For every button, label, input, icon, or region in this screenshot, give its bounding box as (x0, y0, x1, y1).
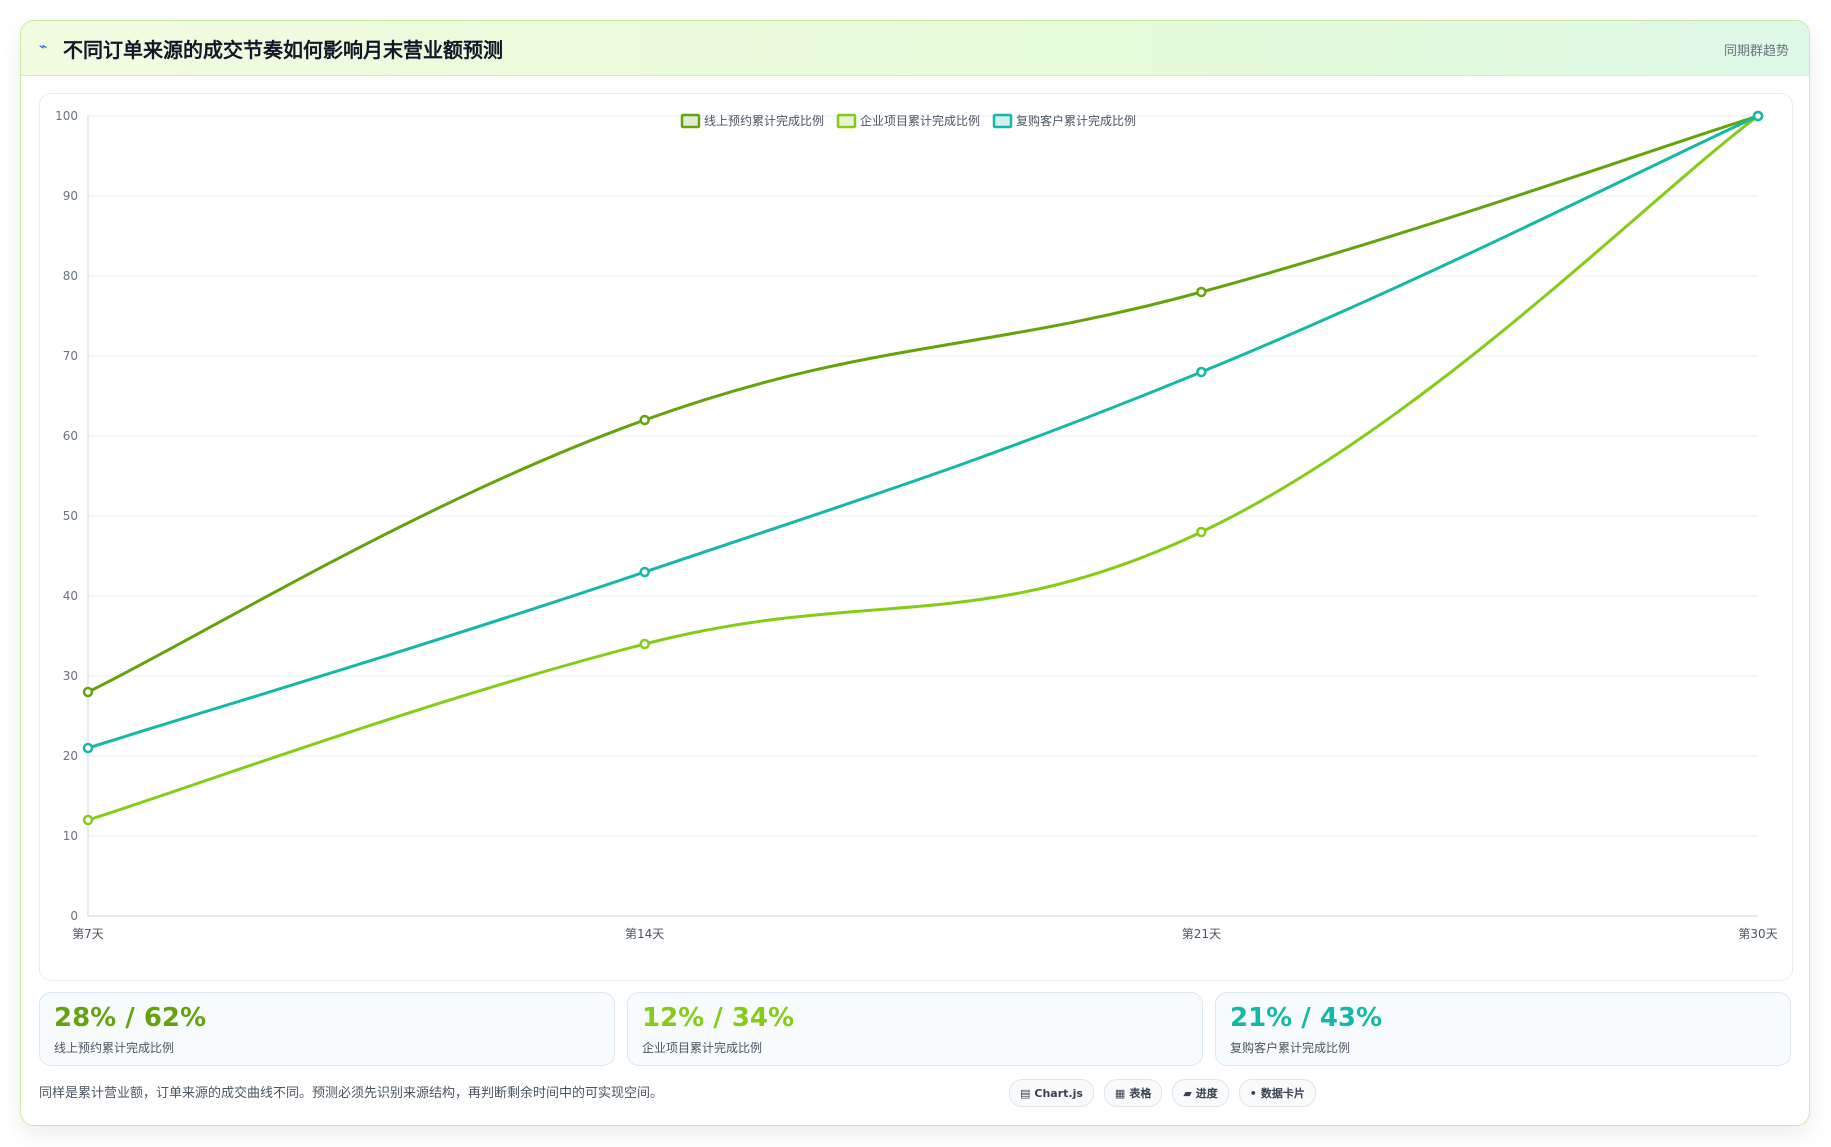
legend-swatch (680, 113, 701, 129)
data-point (82, 686, 94, 698)
card-header: ⌁ 不同订单来源的成交节奏如何影响月末营业额预测 同期群趋势 (21, 21, 1809, 76)
stat-value: 12% / 34% (642, 1003, 795, 1033)
legend-swatch (992, 113, 1013, 129)
sparkle-icon: ⌁ (39, 39, 48, 55)
y-tick-label: 40 (63, 589, 78, 603)
series-line-3 (87, 114, 1759, 750)
y-tick-label: 0 (70, 909, 78, 923)
badge-data-card[interactable]: • 数据卡片 (1238, 1079, 1316, 1107)
badge-table[interactable]: ▦ 表格 (1103, 1079, 1163, 1107)
header-subtitle: 同期群趋势 (1723, 44, 1789, 59)
badge-row: ▤ Chart.js ▦ 表格 ▰ 进度 • 数据卡片 (1009, 1079, 1316, 1107)
y-tick-label: 90 (63, 189, 78, 203)
stat-label: 企业项目累计完成比例 (642, 1041, 763, 1055)
badge-label: Chart.js (1034, 1086, 1083, 1100)
legend-label: 线上预约累计完成比例 (704, 113, 824, 128)
legend-label: 复购客户累计完成比例 (1016, 113, 1136, 128)
data-point (639, 566, 650, 578)
chart-icon: ▤ (1020, 1086, 1031, 1100)
data-point (639, 414, 650, 426)
badge-label: 进度 (1195, 1087, 1218, 1100)
progress-icon: ▰ (1183, 1086, 1192, 1100)
x-tick-label: 第7天 (72, 927, 104, 941)
data-point (1196, 366, 1207, 378)
y-tick-label: 70 (63, 349, 78, 363)
y-tick-label: 30 (63, 669, 78, 683)
data-point (1196, 526, 1207, 538)
data-point (1752, 110, 1764, 122)
badge-chartjs[interactable]: ▤ Chart.js (1009, 1079, 1094, 1107)
y-tick-label: 20 (63, 749, 78, 763)
data-point (1196, 286, 1207, 298)
stat-value: 28% / 62% (54, 1003, 207, 1033)
badge-label: 数据卡片 (1260, 1087, 1305, 1100)
y-tick-label: 80 (63, 269, 78, 283)
chart-card: ⌁ 不同订单来源的成交节奏如何影响月末营业额预测 同期群趋势 0 10 20 30 40… (20, 20, 1810, 1126)
data-point (639, 638, 650, 650)
badge-progress[interactable]: ▰ 进度 (1172, 1079, 1229, 1107)
stat-card-enterprise: 12% / 34% 企业项目累计完成比例 (627, 992, 1203, 1066)
line-chart: 0 10 20 30 40 50 60 70 80 90 100 第7天 第14天 第21天 第30天 线上预… (55, 109, 1778, 941)
y-tick-label: 100 (55, 109, 78, 123)
card-icon: • (1249, 1086, 1257, 1100)
y-tick-label: 60 (63, 429, 78, 443)
data-point (82, 742, 94, 754)
table-icon: ▦ (1114, 1086, 1126, 1100)
page-title: 不同订单来源的成交节奏如何影响月末营业额预测 (63, 38, 503, 62)
x-tick-label: 第21天 (1182, 927, 1221, 941)
y-tick-label: 10 (63, 829, 78, 843)
data-point (82, 814, 94, 826)
stat-card-repurchase: 21% / 43% 复购客户累计完成比例 (1215, 992, 1791, 1066)
series-line-2 (87, 114, 1759, 822)
stat-label: 复购客户累计完成比例 (1230, 1041, 1351, 1055)
legend-label: 企业项目累计完成比例 (860, 113, 980, 128)
stat-value: 21% / 43% (1230, 1003, 1383, 1033)
legend-swatch (836, 113, 857, 129)
y-tick-label: 50 (63, 509, 78, 523)
badge-label: 表格 (1129, 1087, 1152, 1100)
series-line-1 (87, 114, 1759, 694)
x-tick-label: 第30天 (1738, 927, 1777, 941)
x-tick-label: 第14天 (625, 927, 664, 941)
footnote: 同样是累计营业额，订单来源的成交曲线不同。预测必须先识别来源结构，再判断剩余时间… (39, 1086, 664, 1101)
stat-label: 线上预约累计完成比例 (54, 1041, 175, 1055)
stat-card-online: 28% / 62% 线上预约累计完成比例 (39, 992, 615, 1066)
chart-panel: 0 10 20 30 40 50 60 70 80 90 100 第7天 第14天 第21天 第30天 线上预… (39, 93, 1793, 981)
